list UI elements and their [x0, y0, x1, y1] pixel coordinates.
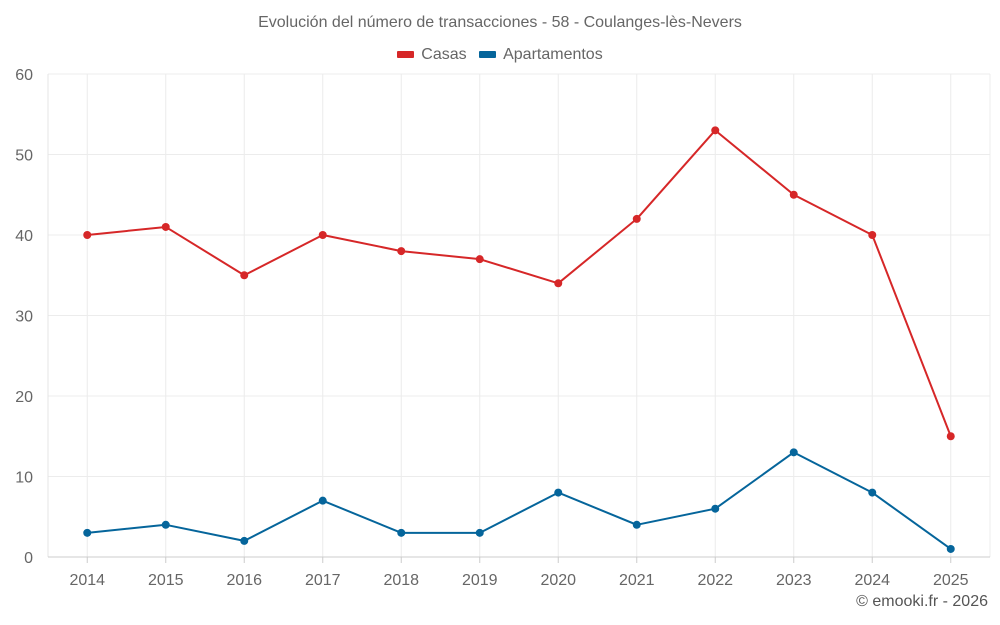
- x-tick-label: 2025: [933, 572, 969, 589]
- series-line-casas: [87, 129, 952, 437]
- x-tick-label: 2018: [383, 572, 419, 589]
- series-line-apartamentos: [87, 451, 952, 550]
- grid: [48, 73, 990, 557]
- data-point-casas[interactable]: [946, 432, 955, 441]
- x-tick-label: 2019: [462, 572, 498, 589]
- data-point-apartamentos[interactable]: [161, 520, 170, 529]
- series: [83, 126, 955, 553]
- data-point-casas[interactable]: [240, 271, 249, 280]
- data-point-casas[interactable]: [554, 279, 563, 288]
- data-point-apartamentos[interactable]: [240, 536, 249, 545]
- y-tick-label: 40: [15, 228, 33, 245]
- x-tick-label: 2017: [305, 572, 341, 589]
- data-point-apartamentos[interactable]: [789, 448, 798, 457]
- data-point-apartamentos[interactable]: [397, 528, 406, 537]
- x-tick-label: 2014: [69, 572, 105, 589]
- data-point-apartamentos[interactable]: [475, 528, 484, 537]
- data-point-casas[interactable]: [711, 126, 720, 135]
- legend-swatch-casas: [397, 51, 415, 58]
- x-tick-label: 2015: [148, 572, 184, 589]
- legend-label-apartamentos: Apartamentos: [503, 45, 603, 63]
- data-point-casas[interactable]: [83, 231, 92, 239]
- y-tick-label: 0: [24, 550, 33, 567]
- y-tick-label: 20: [15, 389, 33, 406]
- x-tick-label: 2016: [226, 572, 262, 589]
- axes: 0 10 20 30 40 50 60 2014 2015 2016 2017 2018 2019 202…: [15, 67, 991, 589]
- data-point-apartamentos[interactable]: [318, 496, 327, 505]
- x-tick-label: 2024: [854, 572, 890, 589]
- chart-title: Evolución del número de transacciones - …: [258, 14, 742, 31]
- x-tick-label: 2020: [540, 572, 576, 589]
- footer-credit: © emooki.fr - 2026: [856, 593, 988, 610]
- legend-swatch-apartamentos: [479, 51, 497, 58]
- legend-item-casas[interactable]: Casas: [397, 45, 467, 64]
- x-tick-label: 2021: [619, 572, 655, 589]
- data-point-casas[interactable]: [397, 247, 406, 256]
- y-tick-label: 50: [15, 148, 33, 165]
- y-tick-label: 30: [15, 309, 33, 326]
- y-tick-label: 60: [15, 67, 33, 84]
- legend-item-apartamentos[interactable]: Apartamentos: [479, 46, 603, 64]
- data-point-apartamentos[interactable]: [632, 520, 641, 529]
- legend-label-casas: Casas: [421, 45, 467, 63]
- data-point-casas[interactable]: [475, 255, 484, 264]
- data-point-casas[interactable]: [789, 190, 798, 199]
- data-point-casas[interactable]: [318, 231, 327, 239]
- data-point-casas[interactable]: [161, 222, 170, 231]
- data-point-casas[interactable]: [868, 231, 877, 239]
- x-tick-label: 2023: [776, 572, 812, 589]
- y-tick-label: 10: [15, 470, 33, 487]
- data-point-apartamentos[interactable]: [946, 544, 955, 553]
- x-tick-label: 2022: [697, 572, 733, 589]
- data-point-apartamentos[interactable]: [83, 528, 92, 537]
- data-point-apartamentos[interactable]: [868, 488, 877, 497]
- data-point-casas[interactable]: [632, 214, 641, 223]
- legend: Casas Apartamentos: [0, 45, 1000, 64]
- data-point-apartamentos[interactable]: [554, 488, 563, 497]
- data-point-apartamentos[interactable]: [711, 504, 720, 513]
